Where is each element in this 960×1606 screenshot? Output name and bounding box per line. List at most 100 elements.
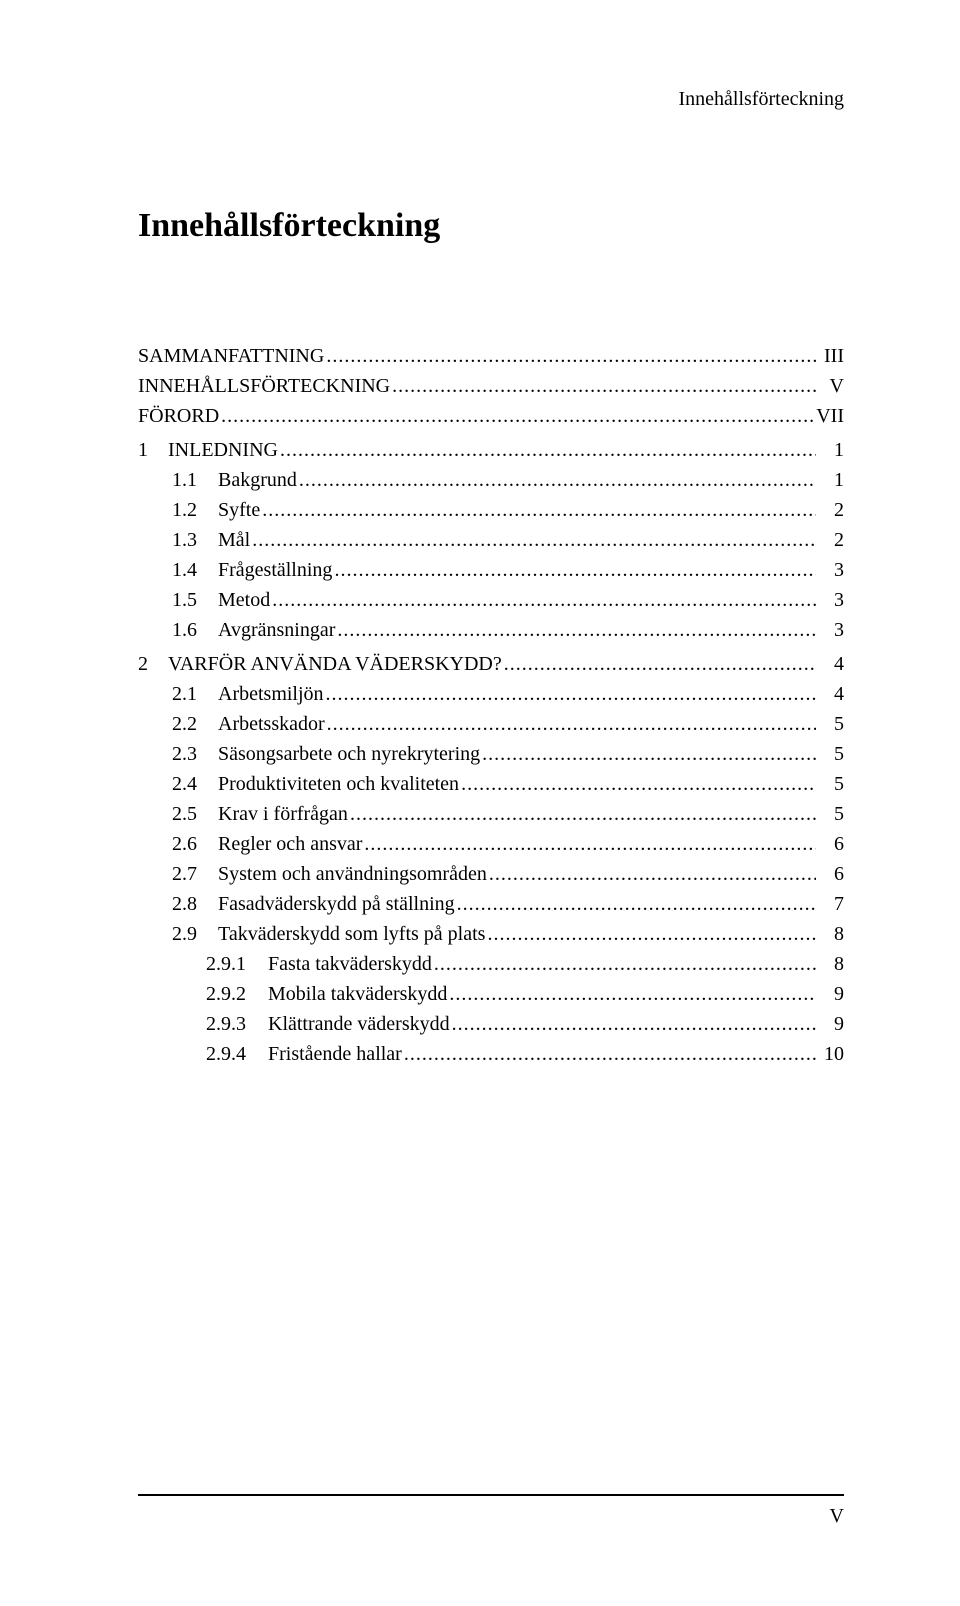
- toc-page: 3: [816, 555, 844, 585]
- toc-leader: [489, 859, 816, 889]
- toc-leader: [326, 679, 816, 709]
- toc-label: INNEHÅLLSFÖRTECKNING: [138, 371, 392, 401]
- toc-page: 7: [816, 889, 844, 919]
- toc-entry-subsub: 2.9.3 Klättrande väderskydd 9: [138, 1009, 844, 1039]
- toc-leader: [461, 769, 816, 799]
- table-of-contents: SAMMANFATTNING III INNEHÅLLSFÖRTECKNING …: [138, 341, 844, 1069]
- toc-number: 1.6: [172, 615, 218, 645]
- toc-leader: [404, 1039, 816, 1069]
- toc-number: 2.4: [172, 769, 218, 799]
- toc-label: Regler och ansvar: [218, 829, 364, 859]
- toc-label: System och användningsområden: [218, 859, 489, 889]
- toc-entry-sub: 2.4 Produktiviteten och kvaliteten 5: [138, 769, 844, 799]
- toc-label: Fasadväderskydd på ställning: [218, 889, 457, 919]
- toc-leader: [457, 889, 816, 919]
- toc-label: Syfte: [218, 495, 262, 525]
- document-page: Innehållsförteckning Innehållsförtecknin…: [0, 0, 960, 1069]
- toc-number: 1.4: [172, 555, 218, 585]
- toc-number: 2.3: [172, 739, 218, 769]
- toc-leader: [326, 341, 816, 371]
- toc-leader: [327, 709, 816, 739]
- toc-number: 2.9.3: [206, 1009, 268, 1039]
- toc-page: 1: [816, 465, 844, 495]
- toc-label: Klättrande väderskydd: [268, 1009, 452, 1039]
- toc-label: Produktiviteten och kvaliteten: [218, 769, 461, 799]
- toc-entry-sub: 2.1 Arbetsmiljön 4: [138, 679, 844, 709]
- toc-page: 10: [816, 1039, 844, 1069]
- toc-leader: [280, 435, 816, 465]
- toc-leader: [482, 739, 816, 769]
- toc-label: INLEDNING: [168, 435, 280, 465]
- toc-entry-sub: 1.5 Metod 3: [138, 585, 844, 615]
- toc-number: 2.6: [172, 829, 218, 859]
- toc-label: Mobila takväderskydd: [268, 979, 449, 1009]
- toc-leader: [262, 495, 816, 525]
- toc-leader: [434, 949, 816, 979]
- toc-entry-sub: 1.3 Mål 2: [138, 525, 844, 555]
- toc-page: V: [816, 371, 844, 401]
- toc-leader: [504, 649, 816, 679]
- toc-entry-subsub: 2.9.4 Fristående hallar 10: [138, 1039, 844, 1069]
- toc-label: Bakgrund: [218, 465, 299, 495]
- toc-entry-front: INNEHÅLLSFÖRTECKNING V: [138, 371, 844, 401]
- toc-label: VARFÖR ANVÄNDA VÄDERSKYDD?: [168, 649, 504, 679]
- toc-entry-sub: 2.6 Regler och ansvar 6: [138, 829, 844, 859]
- toc-number: 2: [138, 649, 168, 679]
- toc-leader: [364, 829, 816, 859]
- toc-leader: [487, 919, 816, 949]
- toc-entry-sub: 2.7 System och användningsområden 6: [138, 859, 844, 889]
- toc-leader: [337, 615, 816, 645]
- toc-number: 2.9: [172, 919, 218, 949]
- toc-entry-sub: 1.2 Syfte 2: [138, 495, 844, 525]
- toc-page: 1: [816, 435, 844, 465]
- footer-rule: [138, 1494, 844, 1496]
- toc-label: Fasta takväderskydd: [268, 949, 434, 979]
- toc-page: 3: [816, 585, 844, 615]
- toc-label: Takväderskydd som lyfts på plats: [218, 919, 487, 949]
- toc-page: III: [816, 341, 844, 371]
- toc-number: 2.9.4: [206, 1039, 268, 1069]
- toc-page: 3: [816, 615, 844, 645]
- toc-number: 2.8: [172, 889, 218, 919]
- running-header: Innehållsförteckning: [138, 88, 844, 111]
- toc-label: Arbetsskador: [218, 709, 327, 739]
- toc-entry-section: 1 INLEDNING 1: [138, 435, 844, 465]
- toc-number: 1.5: [172, 585, 218, 615]
- toc-label: FÖRORD: [138, 401, 221, 431]
- toc-leader: [350, 799, 816, 829]
- toc-page: 8: [816, 949, 844, 979]
- toc-label: SAMMANFATTNING: [138, 341, 326, 371]
- toc-number: 2.9.2: [206, 979, 268, 1009]
- toc-label: Fristående hallar: [268, 1039, 404, 1069]
- toc-label: Metod: [218, 585, 272, 615]
- toc-leader: [392, 371, 816, 401]
- toc-label: Avgränsningar: [218, 615, 337, 645]
- page-title: Innehållsförteckning: [138, 207, 844, 245]
- toc-page: 6: [816, 859, 844, 889]
- toc-page: 2: [816, 495, 844, 525]
- toc-entry-sub: 1.1 Bakgrund 1: [138, 465, 844, 495]
- toc-page: 5: [816, 739, 844, 769]
- toc-page: 9: [816, 1009, 844, 1039]
- toc-leader: [449, 979, 816, 1009]
- toc-page: 4: [816, 679, 844, 709]
- toc-entry-front: SAMMANFATTNING III: [138, 341, 844, 371]
- toc-leader: [252, 525, 816, 555]
- toc-entry-sub: 2.5 Krav i förfrågan 5: [138, 799, 844, 829]
- toc-page: 5: [816, 709, 844, 739]
- toc-page: VII: [814, 401, 844, 431]
- toc-leader: [221, 401, 814, 431]
- toc-leader: [272, 585, 816, 615]
- toc-number: 2.2: [172, 709, 218, 739]
- toc-entry-front: FÖRORD VII: [138, 401, 844, 431]
- toc-number: 2.9.1: [206, 949, 268, 979]
- toc-number: 2.7: [172, 859, 218, 889]
- toc-number: 1: [138, 435, 168, 465]
- toc-page: 6: [816, 829, 844, 859]
- toc-entry-sub: 2.8 Fasadväderskydd på ställning 7: [138, 889, 844, 919]
- toc-page: 5: [816, 769, 844, 799]
- toc-entry-subsub: 2.9.1 Fasta takväderskydd 8: [138, 949, 844, 979]
- toc-page: 8: [816, 919, 844, 949]
- toc-page: 5: [816, 799, 844, 829]
- toc-number: 1.3: [172, 525, 218, 555]
